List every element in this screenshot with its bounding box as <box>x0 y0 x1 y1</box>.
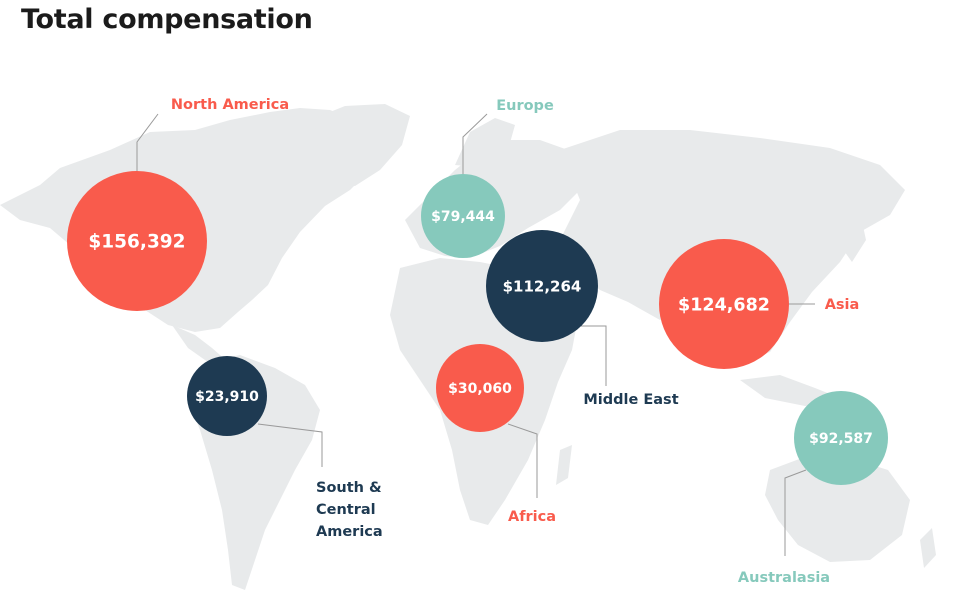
bubble-australasia: $92,587 <box>794 391 888 485</box>
bubble-value-australasia: $92,587 <box>809 431 873 447</box>
bubble-circle-africa <box>436 344 524 432</box>
bubble-value-middle-east: $112,264 <box>503 277 582 295</box>
bubble-circle-middle-east <box>486 230 598 342</box>
bubble-europe: $79,444 <box>421 174 505 258</box>
bubble-circle-europe <box>421 174 505 258</box>
region-label-europe: Europe <box>496 98 554 114</box>
page-title: Total compensation <box>21 4 313 35</box>
bubble-value-north-america: $156,392 <box>88 232 185 253</box>
bubble-south-central-america: $23,910 <box>187 356 267 436</box>
bubble-value-asia: $124,682 <box>678 295 770 315</box>
region-label-south-central-america: South & Central America <box>316 480 383 540</box>
region-label-layer: North America Europe Middle East Asia South … <box>171 97 859 586</box>
landmass-australia <box>765 455 910 562</box>
leader-line-africa <box>507 423 538 498</box>
region-label-asia: Asia <box>825 297 860 313</box>
region-label-line: America <box>316 524 383 540</box>
bubble-circle-south-central-america <box>187 356 267 436</box>
bubble-circle-north-america <box>67 171 207 311</box>
bubble-value-africa: $30,060 <box>448 381 512 397</box>
landmass-new-zealand <box>920 528 936 568</box>
leader-line-australasia <box>784 469 807 556</box>
region-label-australasia: Australasia <box>738 570 830 586</box>
region-label-line: Central <box>316 502 376 518</box>
landmass-madagascar <box>556 445 572 485</box>
bubble-value-south-central-america: $23,910 <box>195 389 259 405</box>
leader-line-europe <box>462 113 488 174</box>
leader-line-south-central-america <box>257 423 323 467</box>
leader-lines <box>136 113 815 556</box>
bubble-value-europe: $79,444 <box>431 209 495 225</box>
landmass-scandinavia <box>455 118 515 168</box>
landmass-japan <box>842 212 866 262</box>
bubble-circle-australasia <box>794 391 888 485</box>
bubble-middle-east: $112,264 <box>486 230 598 342</box>
landmass-greenland <box>315 104 410 186</box>
leader-line-north-america <box>136 113 159 171</box>
bubble-asia: $124,682 <box>659 239 789 369</box>
bubble-circle-asia <box>659 239 789 369</box>
region-label-north-america: North America <box>171 97 289 113</box>
region-label-middle-east: Middle East <box>583 392 678 408</box>
bubble-layer: $156,392 $79,444 $112,264 $124,682 $23,910 $3… <box>67 171 888 485</box>
region-label-africa: Africa <box>508 509 556 525</box>
leader-line-middle-east <box>581 325 607 386</box>
bubble-north-america: $156,392 <box>67 171 207 311</box>
region-label-line: South & <box>316 480 382 496</box>
bubble-africa: $30,060 <box>436 344 524 432</box>
